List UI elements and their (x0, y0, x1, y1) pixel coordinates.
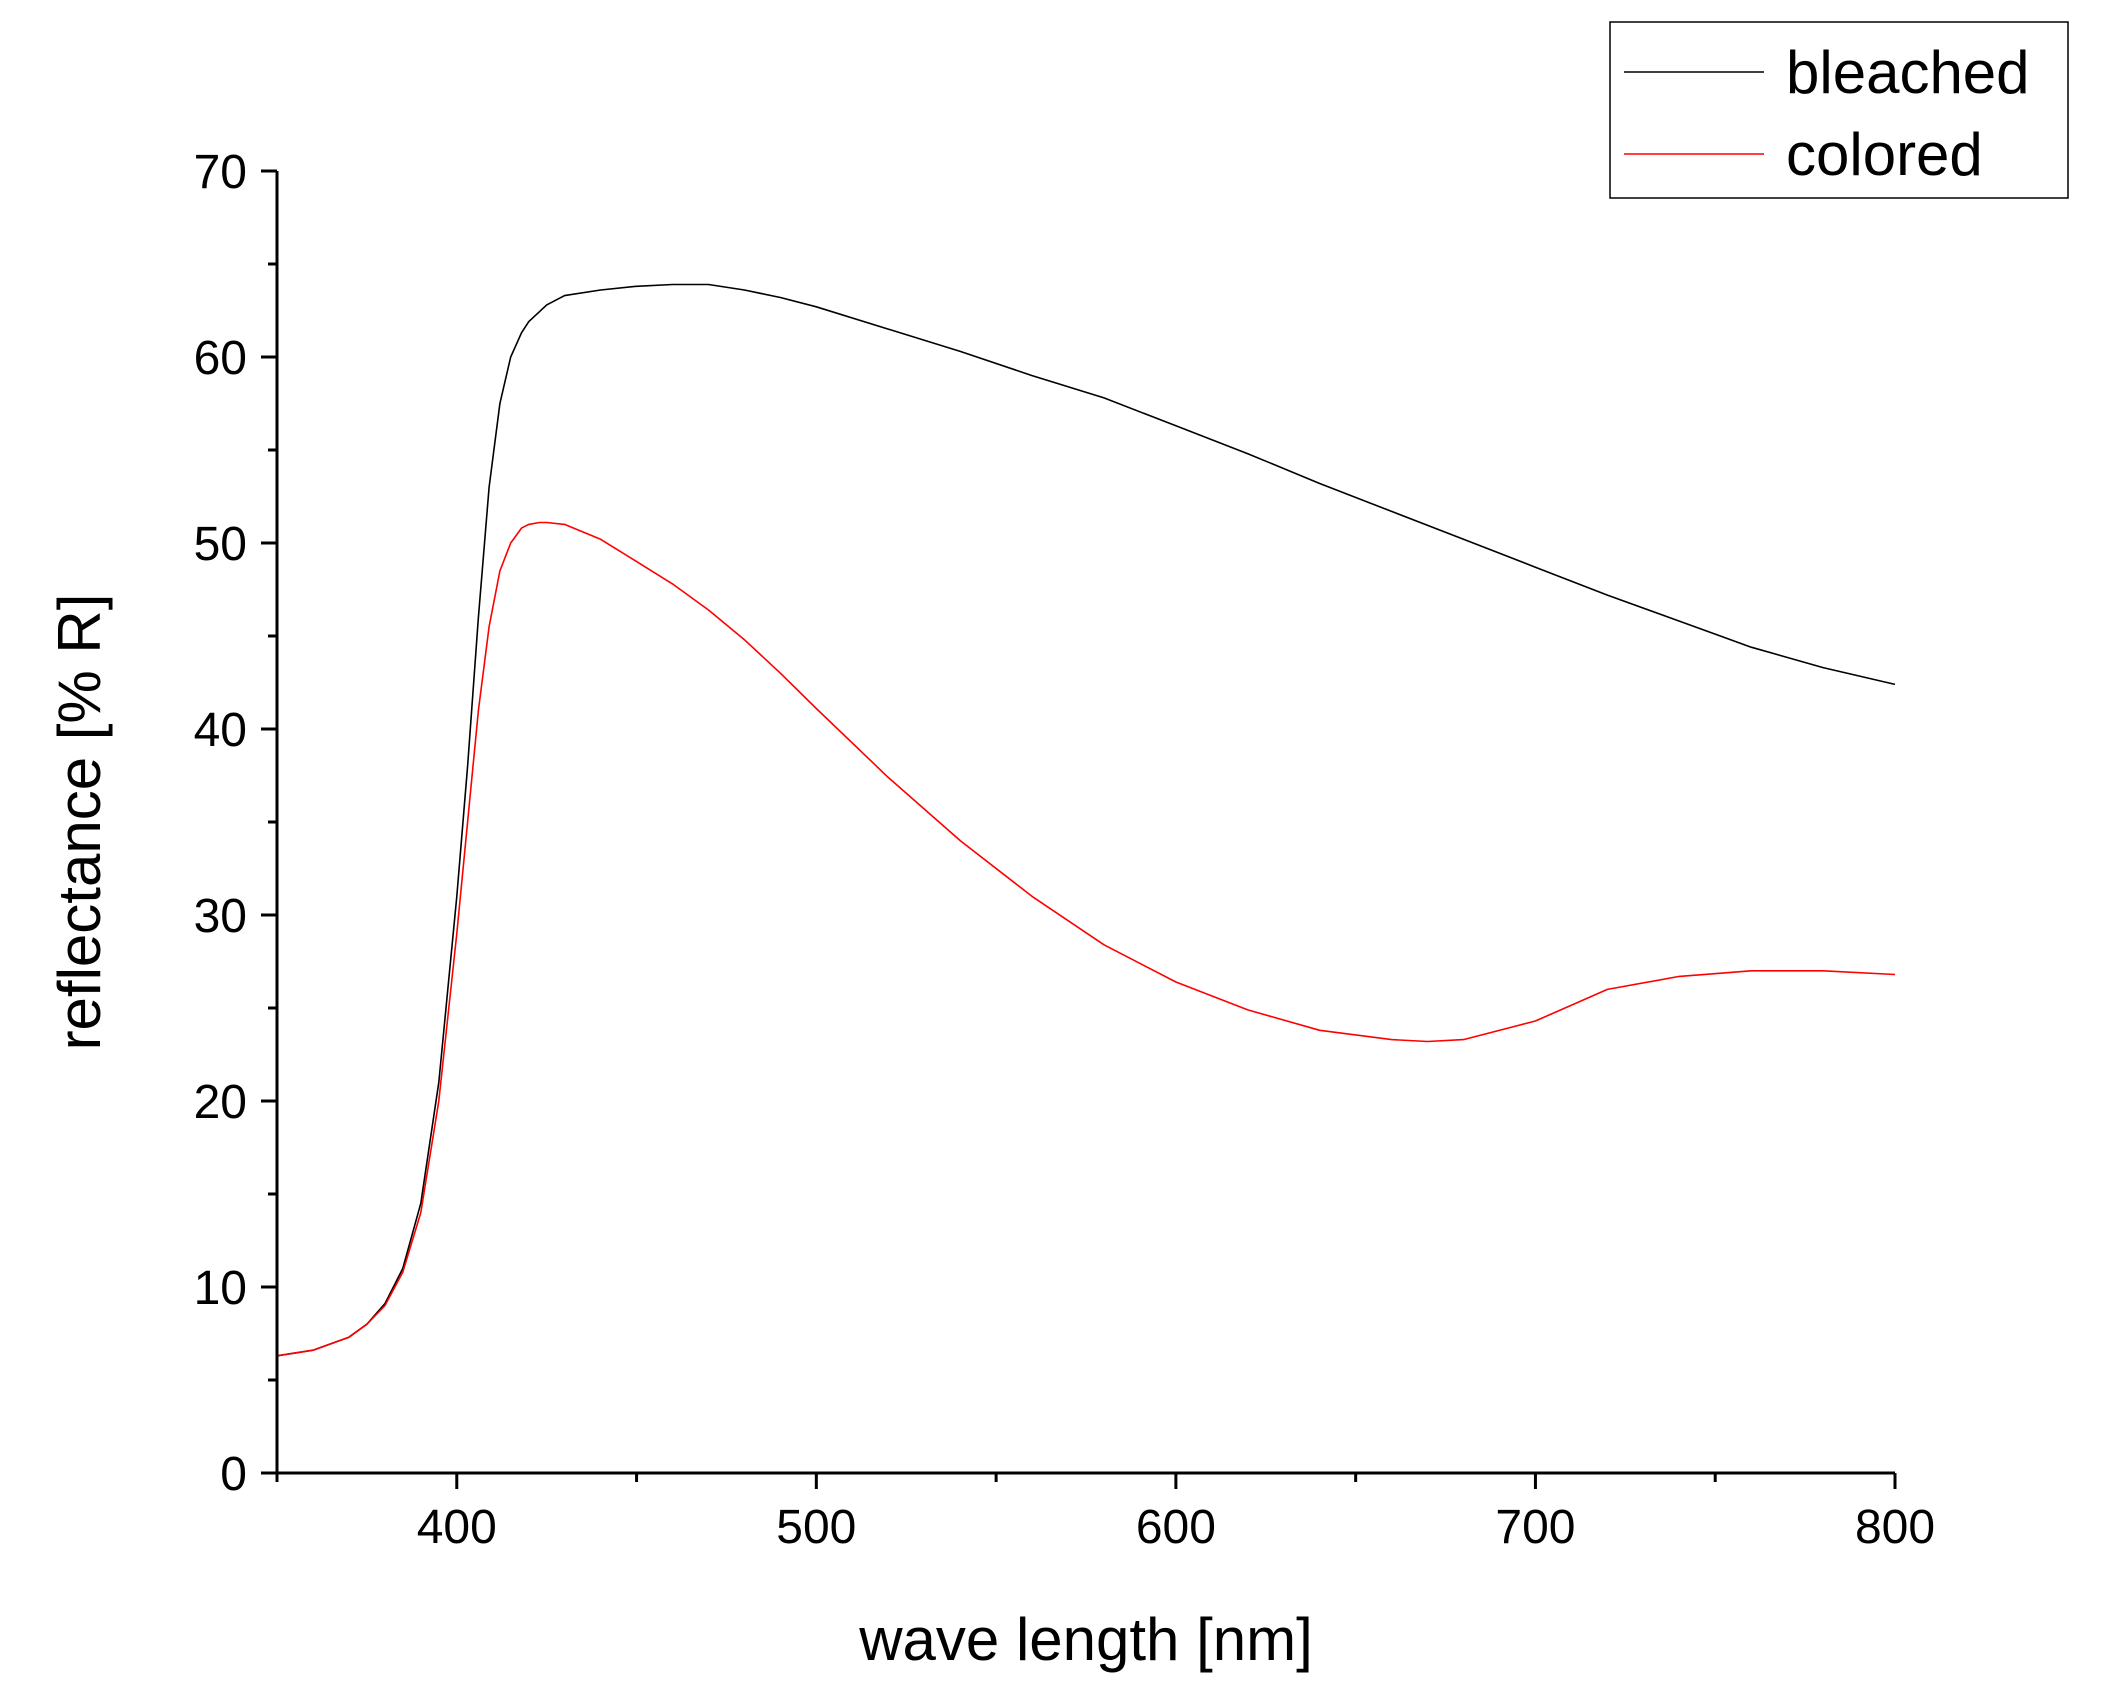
legend-box (1609, 21, 2069, 199)
series-line-bleached (276, 283, 1896, 1357)
x-tick-label: 700 (1495, 1501, 1575, 1554)
legend: bleached colored (1609, 21, 2069, 199)
y-tick-label: 60 (194, 332, 247, 385)
x-axis-label: wave length [nm] (858, 1606, 1313, 1673)
x-tick-label: 500 (776, 1501, 856, 1554)
y-tick-label: 50 (194, 518, 247, 571)
x-tick-label: 800 (1855, 1501, 1935, 1554)
axes: 400 500 600 700 800 0 10 20 30 40 50 60 70 wave lengt… (46, 146, 1935, 1673)
y-tick-label: 40 (194, 704, 247, 757)
plot-lines (276, 283, 1896, 1357)
series-line-colored (276, 521, 1896, 1357)
y-axis-label: reflectance [% R] (46, 594, 113, 1051)
y-tick-label: 20 (194, 1076, 247, 1129)
y-tick-label: 30 (194, 890, 247, 943)
y-tick-label: 70 (194, 146, 247, 199)
y-tick-label: 10 (194, 1262, 247, 1315)
x-tick-label: 400 (417, 1501, 497, 1554)
legend-label-bleached: bleached (1786, 39, 2030, 106)
x-tick-label: 600 (1136, 1501, 1216, 1554)
legend-label-colored: colored (1786, 121, 1983, 188)
y-tick-label: 0 (220, 1448, 247, 1501)
